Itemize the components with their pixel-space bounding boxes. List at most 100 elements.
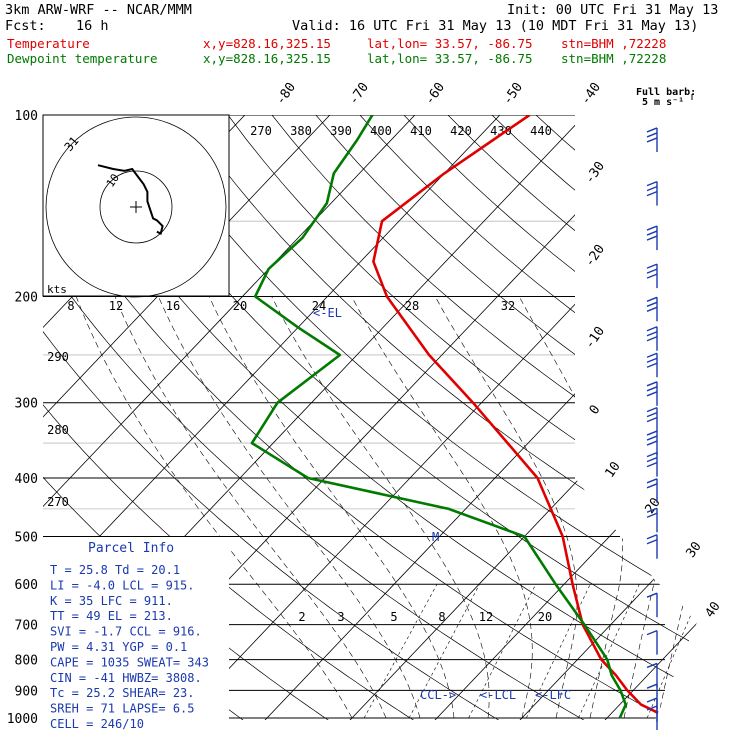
wind-barb-flag	[646, 435, 658, 441]
mixing-ratio-line	[468, 584, 537, 719]
dry-adiabat	[667, 115, 698, 720]
wind-barb-flag	[646, 697, 658, 703]
parcel-info-row: CELL = 246/10	[50, 717, 144, 731]
theta-label: 390	[330, 124, 352, 138]
wind-barb-flag	[646, 263, 658, 269]
temperature-tick-label: -40	[578, 80, 604, 108]
temperature-tick-label: 30	[683, 539, 704, 560]
wind-barbs	[646, 94, 693, 730]
temperature-tick-label: -60	[422, 80, 448, 108]
wind-barb-flag	[646, 225, 658, 231]
isotherm	[424, 115, 698, 720]
dry-adiabat	[227, 115, 698, 720]
pressure-axis: 100 200 300 400 500 600 700 800 900 1000	[7, 109, 38, 727]
mixing-ratio-label: 12	[479, 610, 493, 624]
moist-adiabat	[351, 296, 533, 719]
dry-adiabat	[43, 115, 603, 720]
temperature-tick-label: -30	[582, 159, 608, 187]
dry-adiabat	[43, 115, 690, 720]
dewpoint-legend-stn: stn=BHM ,72228	[561, 51, 667, 66]
pressure-tick-label: 100	[15, 109, 38, 124]
wind-barb-flag	[646, 190, 658, 197]
pressure-tick-label: 200	[15, 291, 38, 306]
parcel-info-row: CIN = -41 HWBZ= 3808.	[50, 671, 202, 685]
parcel-marker-label: CCL->	[420, 688, 456, 702]
wind-barb-flag	[646, 273, 658, 279]
parcel-marker-label: <-EL	[313, 306, 342, 320]
moist-adiabat	[208, 296, 455, 719]
hodograph-ring-outer	[45, 116, 227, 298]
mixing-ratio-label: 20	[538, 610, 552, 624]
parcel-info-row: TT = 49 EL = 213.	[50, 609, 173, 623]
wind-barb-flag	[646, 352, 658, 358]
temperature-tick-label: -80	[273, 80, 299, 108]
mixing-ratio-label: 2	[298, 610, 305, 624]
dry-adiabat	[535, 115, 698, 720]
dry-adiabat	[579, 115, 698, 720]
speed-scale-label: 24	[312, 299, 326, 313]
theta-label: 430	[490, 124, 512, 138]
parcel-info-row: T = 25.8 Td = 20.1	[50, 563, 180, 577]
parcel-info-row: SVI = -1.7 CCL = 916.	[50, 625, 202, 639]
pressure-tick-label: 1000	[7, 712, 38, 727]
dewpoint-line	[250, 115, 627, 719]
wind-barb-flag	[646, 301, 658, 307]
temperature-tick-label: 40	[702, 599, 723, 620]
speed-scale-label: 20	[233, 299, 247, 313]
wind-barb-flag	[646, 326, 658, 332]
temperature-tick-label: 0	[587, 402, 604, 417]
moist-adiabat	[75, 296, 353, 719]
dry-adiabat	[95, 115, 698, 720]
fcst-label: Fcst:	[5, 18, 46, 34]
temperature-tick-label: 20	[642, 495, 663, 516]
dry-adiabat	[403, 115, 698, 720]
wind-barb-flag	[646, 362, 658, 368]
dry-adiabat	[43, 115, 517, 720]
moist-adiabat	[691, 296, 698, 719]
fcst-value: 16 h	[76, 18, 109, 34]
wind-barb-flag	[646, 386, 658, 392]
parcel-markers: <-EL M CCL-> <-LCL <-LFC	[313, 306, 571, 702]
temperature-tick-label: -50	[500, 80, 526, 108]
wind-barb-flag	[646, 512, 658, 518]
parcel-info-row: SREH = 71 LAPSE= 6.5	[50, 702, 195, 716]
pressure-tick-label: 700	[15, 619, 38, 634]
theta-label: 380	[290, 124, 312, 138]
temperature-legend-latlon: lat,lon= 33.57, -86.75	[367, 36, 533, 51]
isotherm	[43, 115, 442, 720]
dry-adiabat-label: 290	[47, 350, 69, 364]
mixing-ratio-label: 5	[390, 610, 397, 624]
barb-key-line1: Full barb:	[636, 87, 696, 98]
theta-label: 270	[250, 124, 272, 138]
dry-adiabat-label: 280	[47, 423, 69, 437]
wind-barb-flag	[646, 132, 658, 138]
isotherm	[679, 115, 698, 720]
valid-time: Valid: 16 UTC Fri 31 May 13 (10 MDT Fri …	[292, 18, 699, 34]
moist-adiabat	[158, 296, 421, 719]
isotherm	[339, 115, 698, 720]
profile-lines	[250, 115, 670, 720]
pressure-tick-label: 800	[15, 654, 38, 669]
speed-scale-label: 8	[67, 299, 74, 313]
temperature-tick-label: 10	[602, 459, 623, 480]
wind-barb-flag	[646, 381, 658, 387]
wind-barb-flag	[646, 630, 658, 636]
wind-barb-flag	[646, 127, 658, 133]
pressure-tick-label: 900	[15, 684, 38, 699]
theta-label: 420	[450, 124, 472, 138]
parcel-marker-label: <-LCL	[480, 688, 516, 702]
init-time: Init: 00 UTC Fri 31 May 13	[507, 2, 719, 18]
wind-barb-flag	[646, 406, 658, 413]
moist-adiabat	[518, 296, 623, 719]
parcel-info-row: LI = -4.0 LCL = 915.	[50, 578, 195, 592]
hodograph-trace	[97, 164, 164, 236]
wind-barb-flag	[646, 456, 658, 463]
parcel-info-row: Tc = 25.2 SHEAR= 23.	[50, 686, 195, 700]
speed-scale-label: 16	[166, 299, 180, 313]
wind-barb-flag	[646, 306, 658, 312]
wind-barb-flag	[646, 662, 658, 669]
temperature-legend-label: Temperature	[7, 36, 90, 51]
dry-adiabat	[183, 115, 698, 720]
wind-barb-flag	[646, 336, 658, 342]
